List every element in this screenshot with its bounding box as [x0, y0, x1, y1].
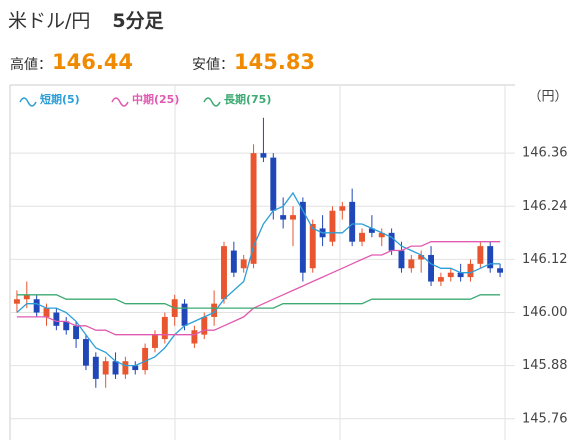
legend-icon [111, 97, 129, 107]
candle-body [201, 316, 208, 335]
candle-body [447, 272, 454, 278]
unit-label: （円） [528, 90, 567, 105]
candle-body [260, 153, 267, 158]
candle-body [477, 246, 484, 264]
candle-body [102, 361, 109, 375]
y-tick-label: 146.12 [522, 252, 568, 267]
candle-body [211, 303, 218, 317]
candle-body [497, 268, 504, 273]
candle-body [428, 254, 435, 282]
candle-body [388, 232, 395, 251]
ma-line [16, 191, 501, 367]
candle-body [378, 232, 385, 238]
low: 安値：145.83 [192, 50, 315, 74]
y-tick-label: 145.88 [522, 358, 568, 373]
candle-body [112, 361, 119, 375]
candle-body [63, 321, 70, 331]
candle-body [349, 201, 356, 242]
low-value: 145.83 [234, 50, 316, 74]
candle-body [487, 246, 494, 269]
candle-body [221, 246, 227, 300]
candle-body [299, 201, 306, 273]
legend-label: 短期(5) [40, 92, 80, 106]
candle-body [240, 259, 247, 269]
candle-body [467, 263, 474, 278]
legend-icon [203, 97, 221, 107]
interval: 5分足 [112, 10, 164, 32]
candle-body [290, 215, 296, 220]
candle-body [181, 303, 188, 326]
ma-line [16, 294, 501, 309]
candle-body [418, 254, 425, 260]
candle-body [43, 308, 50, 317]
candle-body [132, 365, 139, 371]
candle-body [329, 210, 336, 242]
legend-label: 長期(75) [224, 92, 271, 106]
legend-label: 中期(25) [132, 92, 179, 106]
candle-body [13, 299, 20, 304]
y-tick-label: 146.36 [522, 146, 568, 161]
candle-body [53, 312, 60, 326]
candle-body [398, 250, 405, 269]
candle-body [82, 339, 89, 366]
candle-body [250, 153, 257, 264]
candle-body [152, 334, 158, 348]
candle-body [230, 250, 237, 273]
y-tick-label: 146.24 [522, 199, 568, 214]
ma-line [16, 241, 501, 336]
candle-body [191, 330, 198, 344]
title: 米ドル/円 [8, 10, 91, 32]
candle-body [280, 215, 287, 220]
candle-body [122, 361, 129, 375]
candle-body [457, 272, 464, 278]
candle-body [339, 206, 346, 211]
high-value: 146.44 [52, 50, 134, 74]
candle-body [92, 356, 99, 379]
candle-body [142, 347, 149, 371]
legend-icon [19, 97, 37, 107]
candle-body [161, 316, 168, 340]
y-tick-label: 146.00 [522, 305, 568, 320]
candle-body [359, 232, 365, 242]
high-label: 高値： [10, 57, 52, 73]
candle-body [408, 259, 415, 269]
low-label: 安値： [192, 57, 234, 73]
candle-body [73, 325, 80, 340]
y-tick-label: 145.76 [522, 411, 568, 426]
header: 米ドル/円 5分足 [8, 6, 164, 33]
candle-body [309, 223, 316, 269]
candle-body [437, 277, 444, 282]
high: 高値：146.44 [10, 50, 133, 74]
candle-body [23, 294, 30, 300]
candle-body [33, 299, 40, 313]
candle-body [270, 157, 277, 211]
candle-body [368, 228, 375, 233]
